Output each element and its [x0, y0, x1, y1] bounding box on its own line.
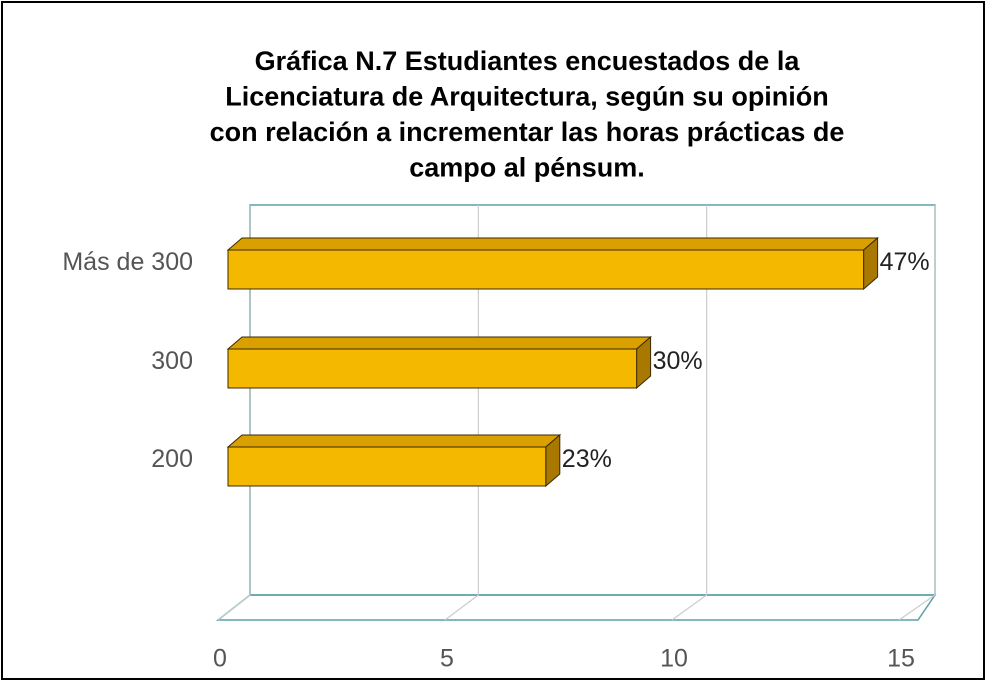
data-label: 47%	[880, 248, 930, 276]
y-tick-label: Más de 300	[62, 248, 193, 276]
bar	[227, 348, 638, 389]
grid-line	[898, 594, 936, 621]
chart-title: Gráfica N.7 Estudiantes encuestados de l…	[255, 46, 801, 76]
x-tick-label: 10	[660, 645, 688, 673]
bar	[227, 446, 547, 487]
grid-line	[444, 594, 479, 621]
chart-title: con relación a incrementar las horas prá…	[210, 117, 845, 147]
y-tick-label: 300	[151, 347, 193, 375]
chart-title: campo al pénsum.	[409, 153, 645, 183]
bar	[227, 249, 865, 290]
bar-top	[226, 237, 879, 251]
data-label: 23%	[562, 445, 612, 473]
chart-title: Licenciatura de Arquitectura, según su o…	[225, 82, 829, 112]
x-tick-label: 5	[440, 645, 454, 673]
x-tick-label: 15	[887, 645, 915, 673]
x-tick-label: 0	[213, 645, 227, 673]
data-label: 30%	[653, 347, 703, 375]
grid-line	[217, 594, 251, 621]
y-tick-label: 200	[151, 445, 193, 473]
grid-line	[671, 594, 708, 621]
bar-top	[226, 434, 562, 448]
bar-top	[226, 336, 652, 350]
